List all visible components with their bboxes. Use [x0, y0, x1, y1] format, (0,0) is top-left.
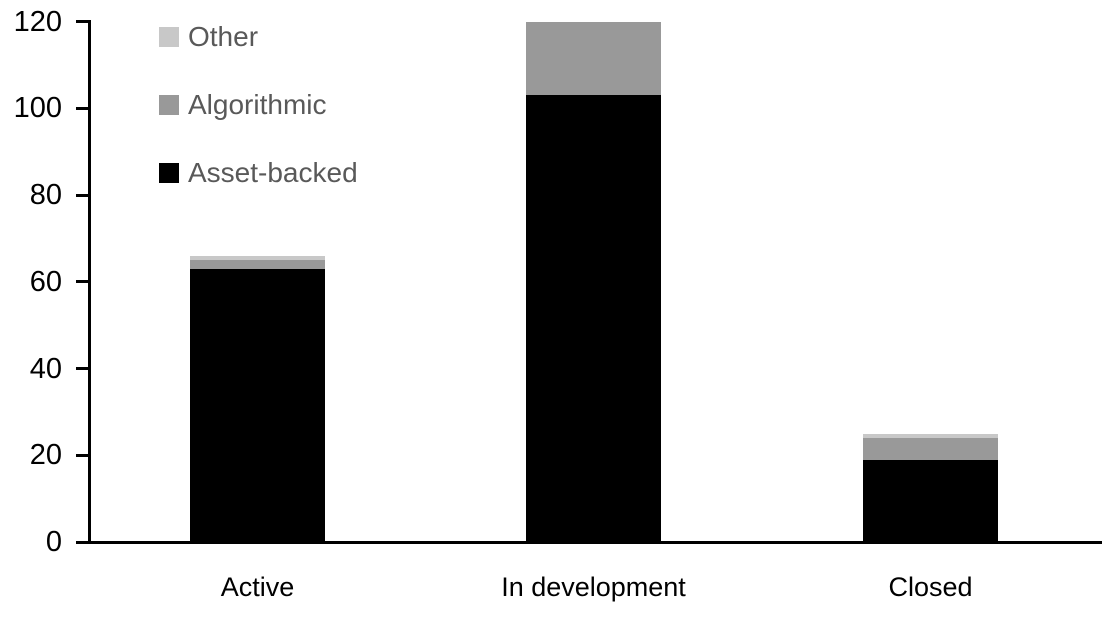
legend-item-algorithmic: Algorithmic: [159, 90, 326, 120]
y-tick-mark: [76, 540, 89, 544]
y-tick-label: 120: [13, 5, 62, 38]
y-tick-label: 0: [45, 526, 62, 558]
x-axis-label-closed: Closed: [888, 572, 973, 602]
y-axis-line: [88, 20, 91, 544]
bar-segment-other: [863, 433, 998, 438]
bar-segment-asset-backed: [526, 95, 661, 542]
y-tick-label: 40: [29, 352, 62, 385]
bar-segment-other: [190, 255, 325, 261]
y-tick-label: 80: [29, 179, 62, 211]
bar-segment-asset-backed: [863, 459, 998, 542]
legend-item-other: Other: [159, 22, 258, 52]
legend-label: Asset-backed: [188, 157, 358, 188]
y-tick-label: 20: [29, 439, 62, 472]
y-tick-label: 100: [13, 92, 62, 125]
x-axis-label-active: Active: [220, 572, 295, 602]
bar-in-development: [526, 0, 661, 542]
x-axis-label-in-development: In development: [501, 572, 686, 602]
y-tick-mark: [76, 367, 89, 370]
bar-segment-algorithmic: [863, 437, 998, 460]
y-tick-mark: [76, 106, 89, 110]
legend-swatch-icon: [159, 163, 179, 183]
x-axis-line: [88, 541, 1102, 544]
y-tick-mark: [76, 453, 89, 457]
bar-segment-asset-backed: [190, 268, 325, 542]
bar-active: [190, 0, 325, 542]
y-tick-mark: [76, 20, 89, 23]
legend-label: Other: [188, 21, 259, 52]
legend-item-asset-backed: Asset-backed: [159, 158, 358, 188]
y-tick-mark: [76, 280, 89, 284]
bar-closed: [863, 0, 998, 542]
legend-label: Algorithmic: [188, 89, 327, 120]
y-tick-label: 60: [29, 265, 62, 298]
y-tick-mark: [76, 193, 89, 197]
bar-segment-algorithmic: [190, 260, 325, 269]
legend-swatch-icon: [159, 95, 179, 115]
bar-segment-algorithmic: [526, 21, 661, 96]
legend-swatch-icon: [159, 27, 179, 47]
